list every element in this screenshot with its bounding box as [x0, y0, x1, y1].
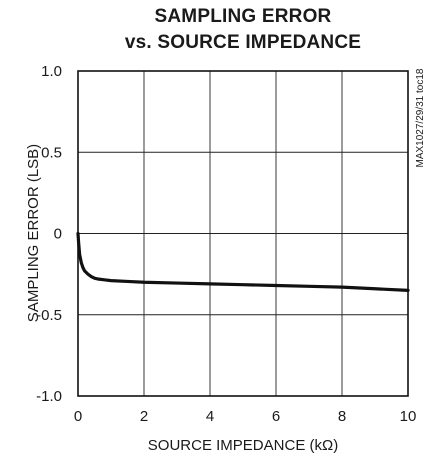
series-line-0 — [76, 231, 410, 292]
chart-title-line-2: vs. SOURCE IMPEDANCE — [125, 32, 361, 53]
grid — [78, 71, 408, 396]
y-tick-label-1: 0.5 — [41, 144, 62, 161]
x-tick-label-0: 0 — [74, 408, 82, 425]
chart-title-line-1: SAMPLING ERROR — [155, 6, 332, 27]
x-tick-label-3: 6 — [272, 408, 280, 425]
y-tick-label-4: -1.0 — [36, 388, 62, 405]
y-tick-label-2: 0 — [54, 226, 62, 243]
x-tick-label-5: 10 — [400, 408, 417, 425]
x-tick-label-4: 8 — [338, 408, 346, 425]
y-axis-label: SAMPLING ERROR (LSB) — [25, 144, 42, 322]
side-note: MAX1027/29/31 toc18 — [415, 68, 426, 167]
y-tick-label-3: -0.5 — [36, 307, 62, 324]
x-tick-labels: 0 2 4 6 8 10 — [74, 408, 417, 425]
x-tick-label-1: 2 — [140, 408, 148, 425]
x-tick-label-2: 4 — [206, 408, 214, 425]
series-layer — [76, 231, 410, 292]
plot-frame — [77, 70, 409, 397]
y-tick-labels: 1.0 0.5 0 -0.5 -1.0 — [36, 63, 62, 405]
x-axis-label: SOURCE IMPEDANCE (kΩ) — [148, 437, 338, 454]
y-tick-label-0: 1.0 — [41, 63, 62, 80]
